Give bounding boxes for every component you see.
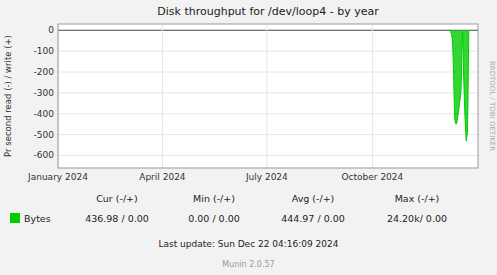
y-tick-label: -600 [34, 150, 55, 160]
y-grid-line [58, 155, 478, 156]
stats-value: 444.97 / 0.00 [281, 213, 345, 224]
version: Munin 2.0.57 [222, 260, 274, 269]
line [449, 30, 469, 141]
x-tick-label: January 2024 [27, 172, 88, 182]
y-tick-label: -400 [34, 109, 55, 119]
plot-frame [58, 24, 478, 168]
stats-header: Cur (-/+) [96, 193, 138, 204]
title: Disk throughput for /dev/loop4 - by year [157, 5, 379, 18]
y-tick-label: -100 [34, 46, 55, 56]
legend-swatch [10, 213, 20, 223]
watermark: RRDTOOL / TOBI OETIKER [488, 61, 496, 151]
area [449, 30, 469, 141]
y-tick-label: 0 [48, 25, 54, 35]
x-tick-label: July 2024 [245, 172, 288, 182]
y-grid-line [58, 134, 478, 135]
x-grid-line [372, 24, 373, 168]
y-grid-line [58, 30, 478, 31]
stats-header: Min (-/+) [193, 193, 235, 204]
stats-header: Avg (-/+) [292, 193, 335, 204]
grid [58, 24, 478, 168]
y-tick-label: -300 [34, 88, 55, 98]
y-grid-line [58, 72, 478, 73]
y-grid-line [58, 113, 478, 114]
marks [449, 30, 469, 141]
legend: Bytes [10, 213, 51, 224]
stats-value: 436.98 / 0.00 [85, 213, 149, 224]
x-tick-label: April 2024 [139, 172, 186, 182]
stats-value: 0.00 / 0.00 [188, 213, 240, 224]
stats-header: Max (-/+) [395, 193, 440, 204]
plot-area [58, 24, 478, 168]
y-grid-line [58, 92, 478, 93]
y-axis-label: Pr second read (-) / write (+) [3, 35, 13, 157]
background [0, 0, 497, 275]
y-grid-line [58, 51, 478, 52]
x-tick-label: October 2024 [342, 172, 404, 182]
x-grid-line [266, 24, 267, 168]
y-tick-label: -200 [34, 67, 55, 77]
x-grid-line [162, 24, 163, 168]
y-tick-label: -500 [34, 130, 55, 140]
last-update: Last update: Sun Dec 22 04:16:09 2024 [159, 239, 339, 249]
legend-label: Bytes [24, 213, 51, 224]
stats-value: 24.20k/ 0.00 [387, 213, 447, 224]
